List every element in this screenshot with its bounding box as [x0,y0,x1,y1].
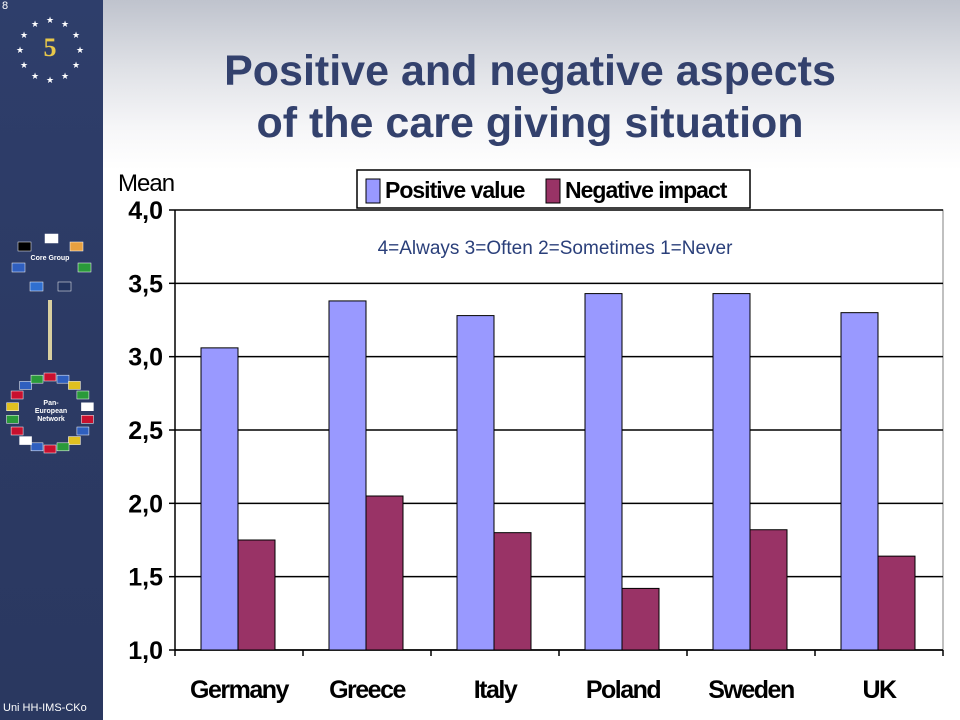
program-mark-icon: 5 [44,33,57,62]
bar-positive-uk [840,312,879,651]
bar-positive-sweden [712,293,751,651]
slide-title: Positive and negative aspects of the car… [150,45,910,149]
star-icon: ★ [20,30,28,40]
flag-icon [19,436,32,445]
category-label: Greece [329,676,406,704]
footer-label: Uni HH-IMS-CKo [3,702,87,714]
flag-icon [10,426,24,436]
network-flags-icon [6,372,94,454]
flag-icon [68,381,81,390]
legend-swatch [365,178,381,204]
y-tick-label: 3,5 [128,270,163,298]
category-labels: Germany Greece Italy Poland Sweden UK [190,676,898,704]
y-tick-labels: 1,0 1,5 2,0 2,5 3,0 3,5 4,0 [128,197,163,665]
bar-negative-greece [365,495,404,651]
flag-icon [17,241,32,252]
bar-positive-poland [584,293,623,651]
flag-icon [6,415,19,424]
network-label: Pan- European Network [34,400,68,423]
star-icon: ★ [20,60,28,70]
core-group-label: Core Group [30,255,70,262]
star-icon: ★ [61,71,69,81]
legend-swatch [545,178,561,204]
flag-icon [30,374,44,384]
flag-icon [57,281,72,292]
star-icon: ★ [16,45,24,55]
star-ring-icon: ★★★★★★★★★ ★ ★★ [16,15,84,85]
star-icon: ★ [61,19,69,29]
star-icon: ★ [46,15,54,25]
star-icon: ★ [72,60,80,70]
flag-icon [76,426,90,436]
legend-label: Negative impact [565,177,728,203]
y-tick-label: 2,5 [128,417,163,445]
flag-icon [10,390,24,400]
y-tick-label: 3,0 [128,344,163,372]
category-label: Sweden [708,676,794,704]
flag-icon [43,372,57,382]
y-tick-label: 2,0 [128,490,163,518]
title-line-2: of the care giving situation [256,99,804,147]
y-axis-label: Mean [118,170,174,197]
bar-negative-uk [877,555,916,651]
bar-positive-italy [456,315,495,651]
bar-negative-italy [493,532,532,651]
star-icon: ★ [31,19,39,29]
flag-icon [29,281,44,292]
bar-positive-greece [328,300,367,651]
flag-icon [44,233,59,244]
flag-icon [11,262,26,273]
legend: Positive value Negative impact [356,169,751,209]
bar-negative-germany [237,539,276,651]
flag-icon [81,402,94,411]
eu-network-logo: ★★★★★★★★★ ★ ★★ 5 [6,15,94,454]
bar-negative-sweden [749,529,788,651]
header-background [103,0,960,170]
star-icon: ★ [46,75,54,85]
y-tick-label: 1,0 [128,637,163,665]
y-tick-label: 4,0 [128,197,163,225]
scale-note: 4=Always 3=Often 2=Sometimes 1=Never [378,238,734,259]
category-label: Italy [474,676,518,704]
star-icon: ★ [72,30,80,40]
bars [200,293,916,651]
category-label: Germany [190,676,289,704]
flag-icon [56,374,70,384]
flag-icon [76,390,90,400]
flag-icon [56,442,70,452]
flag-icon [77,262,92,273]
flag-icon [81,415,94,424]
y-tick-label: 1,5 [128,564,163,592]
core-group-flags-icon [11,233,92,292]
flag-icon [69,241,84,252]
flag-icon [6,402,19,411]
bar-negative-poland [621,587,660,651]
flag-icon [68,436,81,445]
gridlines [169,209,944,656]
title-line-1: Positive and negative aspects [224,47,836,95]
star-icon: ★ [76,45,84,55]
flag-icon [43,444,57,454]
flag-icon [30,442,44,452]
flag-icon [19,381,32,390]
legend-label: Positive value [385,177,525,203]
slide-number: 8 [2,0,9,12]
category-label: Poland [586,676,661,704]
bar-positive-germany [200,347,239,651]
star-icon: ★ [31,71,39,81]
category-label: UK [862,676,897,704]
